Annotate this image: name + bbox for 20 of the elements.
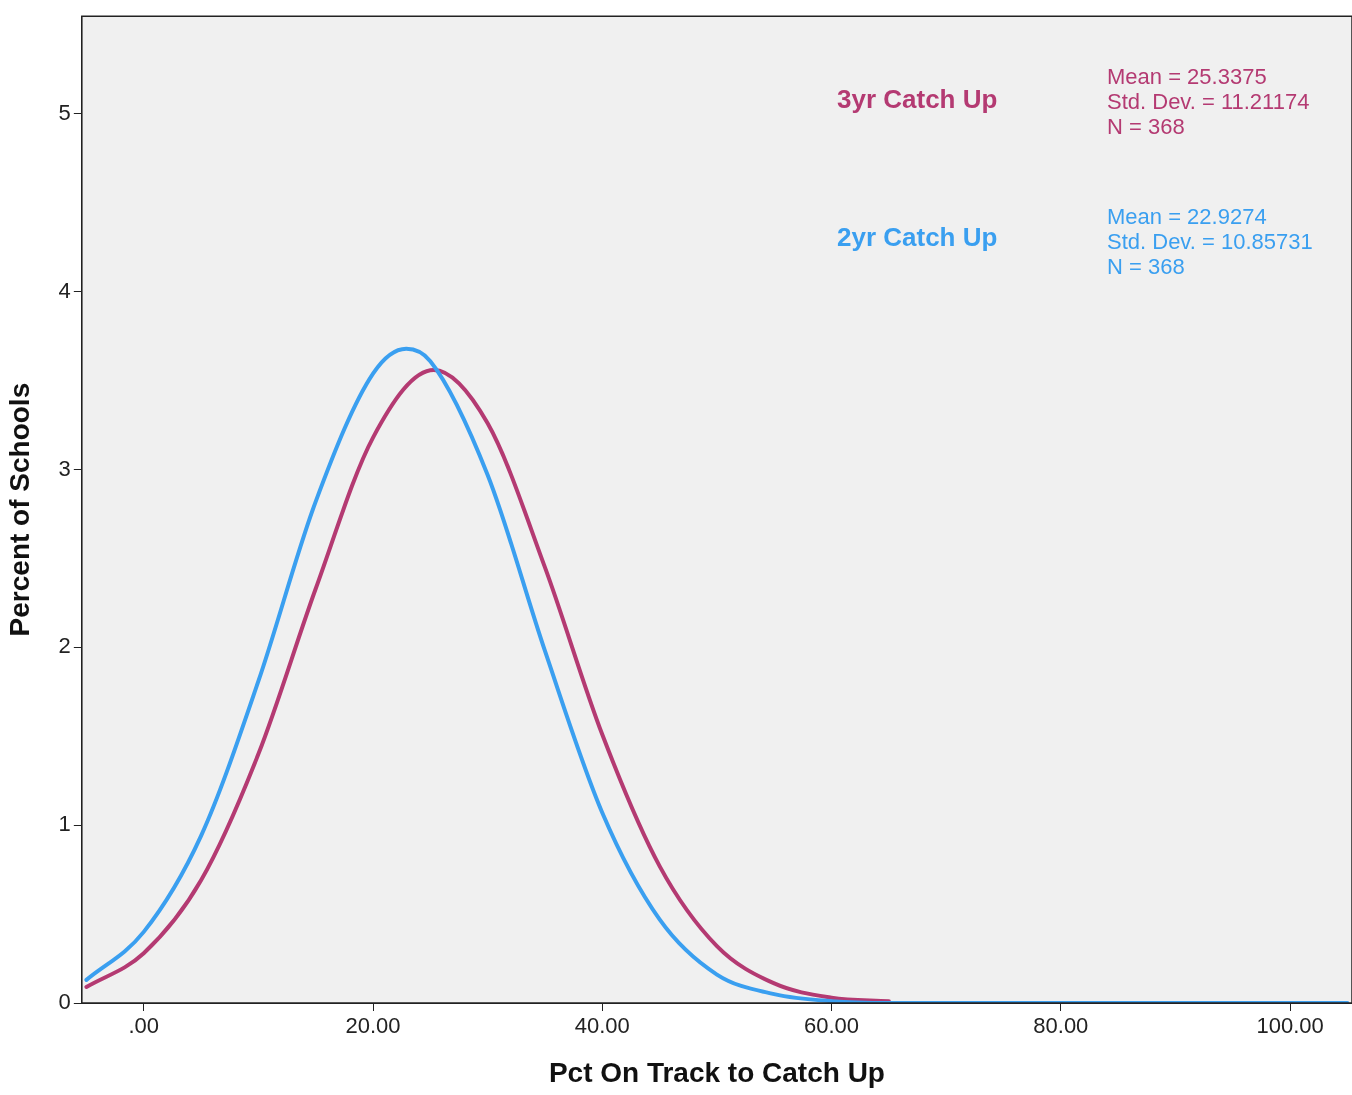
y-tick-label: 1 bbox=[58, 811, 71, 837]
y-tick-label: 3 bbox=[58, 455, 71, 481]
y-tick-label: 2 bbox=[58, 633, 71, 659]
x-tick-label: 100.00 bbox=[1256, 1013, 1324, 1039]
text: 3yr Catch Up bbox=[837, 84, 998, 115]
y-tick-label: 4 bbox=[58, 277, 71, 303]
x-tick-label: 40.00 bbox=[574, 1013, 630, 1039]
x-tick-label: 60.00 bbox=[804, 1013, 860, 1039]
annotation: Mean = 25.3375 Std. Dev. = 11.21174 N = 368 bbox=[1107, 64, 1310, 140]
line-series bbox=[84, 368, 891, 1003]
x-axis-title: Pct On Track to Catch Up bbox=[548, 1056, 885, 1088]
line-series bbox=[84, 346, 1350, 1003]
annotation: Mean = 22.9274 Std. Dev. = 10.85731 N = 368 bbox=[1107, 204, 1313, 280]
y-tick-label: 0 bbox=[58, 989, 71, 1015]
x-tick-label: 80.00 bbox=[1033, 1013, 1089, 1039]
y-axis-title: Percent of Schools bbox=[3, 382, 35, 637]
text: 2yr Catch Up bbox=[837, 222, 998, 253]
x-tick-label: .00 bbox=[128, 1013, 160, 1039]
x-tick-label: 20.00 bbox=[345, 1013, 401, 1039]
y-tick-label: 5 bbox=[58, 100, 71, 126]
